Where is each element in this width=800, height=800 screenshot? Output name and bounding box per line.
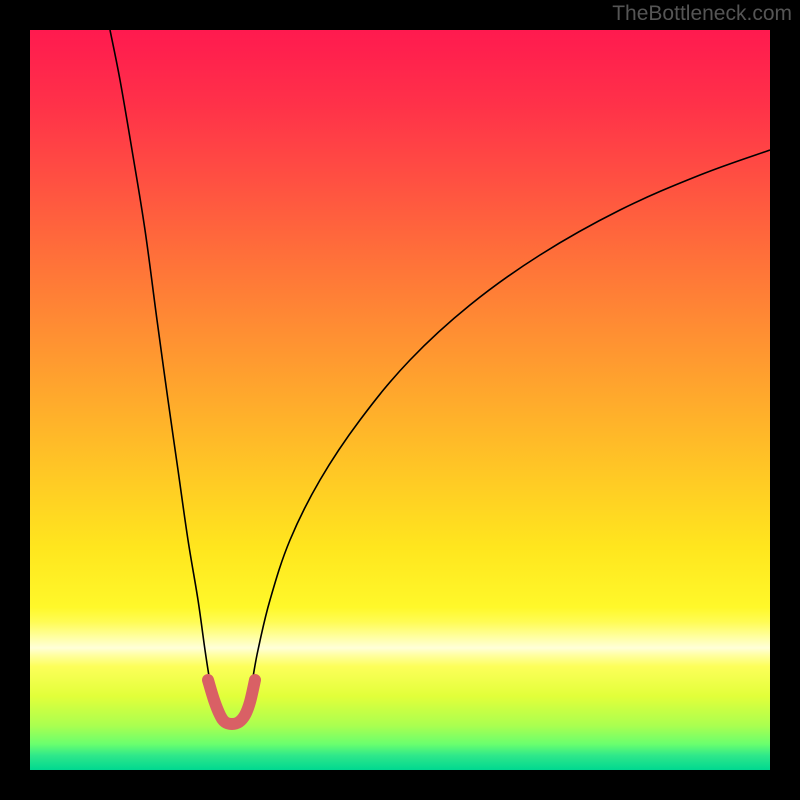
watermark-text: TheBottleneck.com [612, 2, 792, 26]
chart-svg [0, 0, 800, 800]
plot-background [30, 30, 770, 770]
chart-container: TheBottleneck.com [0, 0, 800, 800]
